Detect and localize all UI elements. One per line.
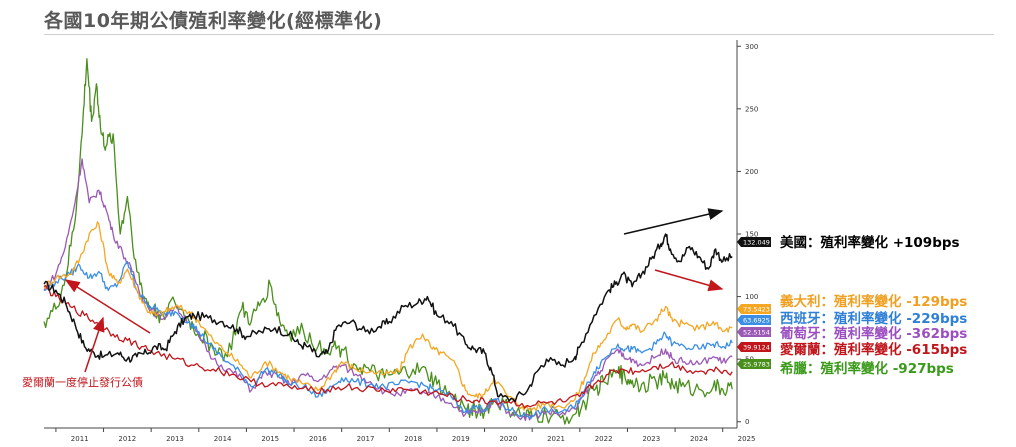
x-tick-label: 2014 [214,435,232,443]
x-tick-label: 2024 [690,435,708,443]
ireland-callout-text: 愛爾蘭一度停止發行公債 [22,375,143,389]
x-tick-label: 2018 [404,435,422,443]
value-tag-text: 39.9124 [743,344,770,352]
value-tag-box [737,315,771,325]
value-tag-box [737,342,771,352]
series-annotation-希臘: 希臘：殖利率變化 -927bps [780,360,954,377]
y-tick-label: 150 [745,231,758,239]
value-tags: 132.049 73.5423 63.6925 52.5154 39.9124 25.97… [737,237,771,369]
x-tick-label: 2015 [261,435,279,443]
x-tick-label: 2021 [547,435,565,443]
value-tag-box [737,237,771,247]
x-tick-label: 2016 [309,435,327,443]
series-annotation-西班牙: 西班牙：殖利率變化 -229bps [780,310,967,327]
value-tag-text: 52.5154 [743,329,770,337]
value-tag-美國: 132.049 [737,237,771,247]
series-line-希臘 [43,58,733,425]
ireland-callout-arrow-2 [84,316,105,373]
x-tick-label: 2023 [642,435,660,443]
value-tag-box [737,304,771,314]
series-line-葡萄牙 [43,158,733,422]
series-line-愛爾蘭 [43,284,733,409]
annotations: 美國：殖利率變化 +109bps 義大利：殖利率變化 -129bps西班牙：殖利率… [779,234,967,377]
europe-trend-arrow [654,269,724,292]
plot-area [44,40,737,428]
series-line-美國 [43,233,733,403]
value-tag-text: 25.9783 [743,361,770,369]
value-tag-text: 73.5423 [743,306,770,314]
value-tag-葡萄牙: 52.5154 [737,327,771,337]
x-tick-label: 2020 [499,435,517,443]
value-tag-box [737,359,771,369]
value-tag-西班牙: 63.6925 [737,315,771,325]
value-tag-義大利: 73.5423 [737,304,771,314]
value-tag-愛爾蘭: 39.9124 [737,342,771,352]
series-annotation-愛爾蘭: 愛爾蘭：殖利率變化 -615bps [780,341,967,358]
x-tick-label: 2022 [595,435,613,443]
x-tick-label: 2017 [357,435,375,443]
value-tag-text: 132.049 [743,239,770,247]
x-tick-label: 2013 [166,435,184,443]
ireland-callout-arrow-1 [64,279,151,334]
value-tag-box [737,327,771,337]
series-annotation-葡萄牙: 葡萄牙：殖利率變化 -362bps [779,325,967,342]
x-tick-label: 2011 [71,435,89,443]
series-annotation-美國: 美國：殖利率變化 +109bps [780,234,960,251]
series-line-西班牙 [43,260,733,420]
page-title: 各國10年期公債殖利率變化(經標準化) [44,10,383,32]
x-tick-label: 2012 [118,435,136,443]
x-tick-label: 2019 [452,435,470,443]
x-tick-label: 2025 [738,435,756,443]
value-tag-希臘: 25.9783 [737,359,771,369]
y-tick-label: 250 [745,105,758,113]
y-tick-label: 200 [745,168,758,176]
y-tick-label: 0 [745,418,749,426]
x-ticks: 2011 2012 2013 2014 2015 2016 2017 2018 2019 2020… [55,428,756,443]
y-tick-label: 100 [745,293,758,301]
us-trend-arrow [623,208,724,235]
title-divider [44,34,994,35]
value-tag-text: 63.6925 [743,317,770,325]
y-tick-label: 300 [745,43,758,51]
series-annotation-義大利: 義大利：殖利率變化 -129bps [780,293,967,310]
series-line-義大利 [43,221,733,412]
series-lines [43,58,733,425]
